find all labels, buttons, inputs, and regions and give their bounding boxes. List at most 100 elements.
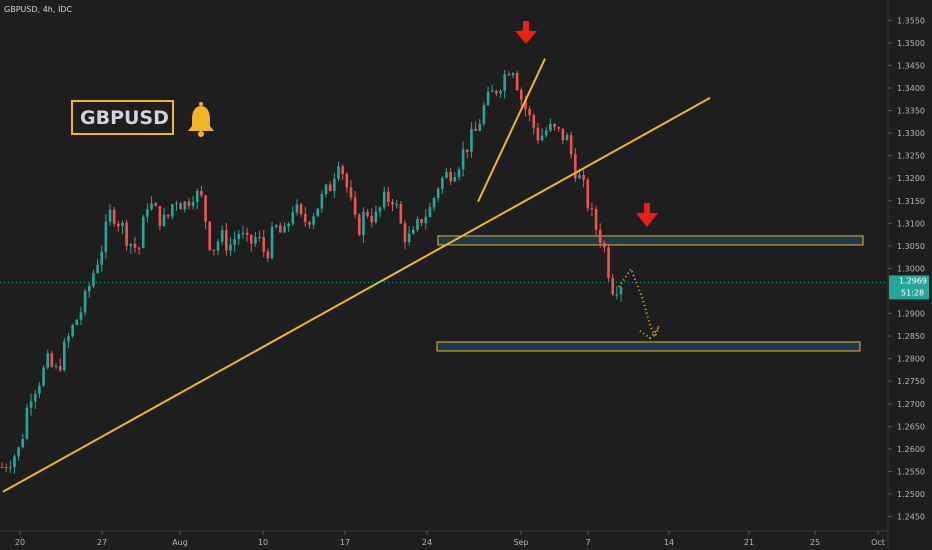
candle-body	[545, 131, 548, 136]
candle-body	[84, 291, 87, 312]
candle-body	[474, 129, 477, 131]
candle-body	[487, 92, 490, 105]
y-tick-label: 1.3200	[897, 174, 925, 183]
candle-body	[96, 265, 99, 273]
candle-body	[566, 135, 569, 140]
candle-body	[80, 312, 83, 319]
candle-body	[88, 286, 91, 291]
y-tick-label: 1.2750	[897, 377, 925, 386]
candle-body	[13, 456, 16, 467]
candle-body	[254, 237, 257, 243]
candle-body	[51, 353, 54, 366]
x-tick-label: 21	[744, 538, 754, 547]
candle-body	[237, 234, 240, 239]
candle-body	[159, 206, 162, 226]
candle-body	[586, 180, 589, 208]
candle-body	[358, 215, 361, 235]
candle-body	[620, 288, 623, 295]
candle-body	[557, 127, 560, 128]
x-tick-label: Aug	[172, 538, 188, 547]
candle-body	[71, 325, 74, 336]
candle-body	[520, 90, 523, 100]
y-tick-label: 1.3400	[897, 84, 925, 93]
candle-body	[242, 233, 245, 234]
x-tick-label: 14	[664, 538, 674, 547]
y-tick-label: 1.2800	[897, 355, 925, 364]
candle-body	[503, 74, 506, 91]
candle-body	[346, 174, 349, 187]
candle-body	[167, 215, 170, 217]
candle-body	[150, 203, 153, 209]
candle-body	[113, 210, 116, 224]
candle-body	[574, 154, 577, 178]
candle-body	[470, 129, 473, 152]
candle-body	[354, 198, 357, 215]
candle-body	[607, 247, 610, 278]
candle-body	[611, 278, 614, 294]
candle-body	[391, 202, 394, 204]
candle-body	[416, 219, 419, 230]
x-tick-label: Oct	[871, 538, 885, 547]
candle-body	[109, 210, 112, 222]
candle-body	[578, 175, 581, 178]
candle-body	[420, 219, 423, 223]
price-tag-value: 1.2969	[899, 276, 927, 285]
candle-body	[350, 188, 353, 198]
candle-body	[204, 196, 207, 222]
candle-body	[300, 204, 303, 214]
candle-body	[175, 203, 178, 204]
candle-body	[292, 212, 295, 223]
candle-body	[304, 214, 307, 222]
candle-body	[433, 198, 436, 207]
candle-body	[17, 447, 20, 456]
candle-body	[537, 128, 540, 140]
candle-body	[279, 225, 282, 232]
candle-body	[26, 408, 29, 439]
candle-body	[267, 252, 270, 259]
candle-body	[582, 175, 585, 180]
candle-body	[63, 342, 66, 371]
candle-body	[142, 217, 145, 248]
candle-body	[121, 223, 124, 226]
y-tick-label: 1.2550	[897, 467, 925, 476]
resistance-zone	[438, 236, 863, 245]
candle-body	[387, 192, 390, 202]
candle-body	[283, 226, 286, 232]
candle-body	[599, 230, 602, 243]
candle-body	[138, 248, 141, 249]
candle-body	[208, 222, 211, 250]
target-zone	[437, 342, 860, 351]
candle-body	[262, 237, 265, 251]
price-tag-countdown: 51:28	[901, 288, 924, 297]
candle-body	[55, 366, 58, 367]
candle-body	[105, 222, 108, 252]
candle-body	[478, 124, 481, 131]
candle-body	[92, 273, 95, 286]
candle-body	[246, 233, 249, 235]
y-tick-label: 1.3300	[897, 129, 925, 138]
candle-body	[516, 73, 519, 90]
candle-body	[196, 191, 199, 202]
candle-body	[337, 166, 340, 178]
candle-body	[408, 234, 411, 242]
candle-body	[400, 204, 403, 223]
y-tick-label: 1.3450	[897, 61, 925, 70]
y-tick-label: 1.2700	[897, 400, 925, 409]
candle-body	[192, 202, 195, 206]
y-tick-label: 1.3250	[897, 152, 925, 161]
candle-body	[404, 223, 407, 242]
candle-body	[441, 178, 444, 189]
y-tick-label: 1.2600	[897, 445, 925, 454]
candle-body	[200, 191, 203, 196]
candle-body	[491, 91, 494, 92]
candle-body	[412, 230, 415, 234]
candle-body	[528, 109, 531, 115]
candle-body	[466, 149, 469, 151]
candle-body	[383, 192, 386, 208]
candle-body	[75, 320, 78, 325]
x-tick-label: 25	[810, 538, 820, 547]
y-tick-label: 1.3100	[897, 219, 925, 228]
candle-body	[603, 243, 606, 247]
